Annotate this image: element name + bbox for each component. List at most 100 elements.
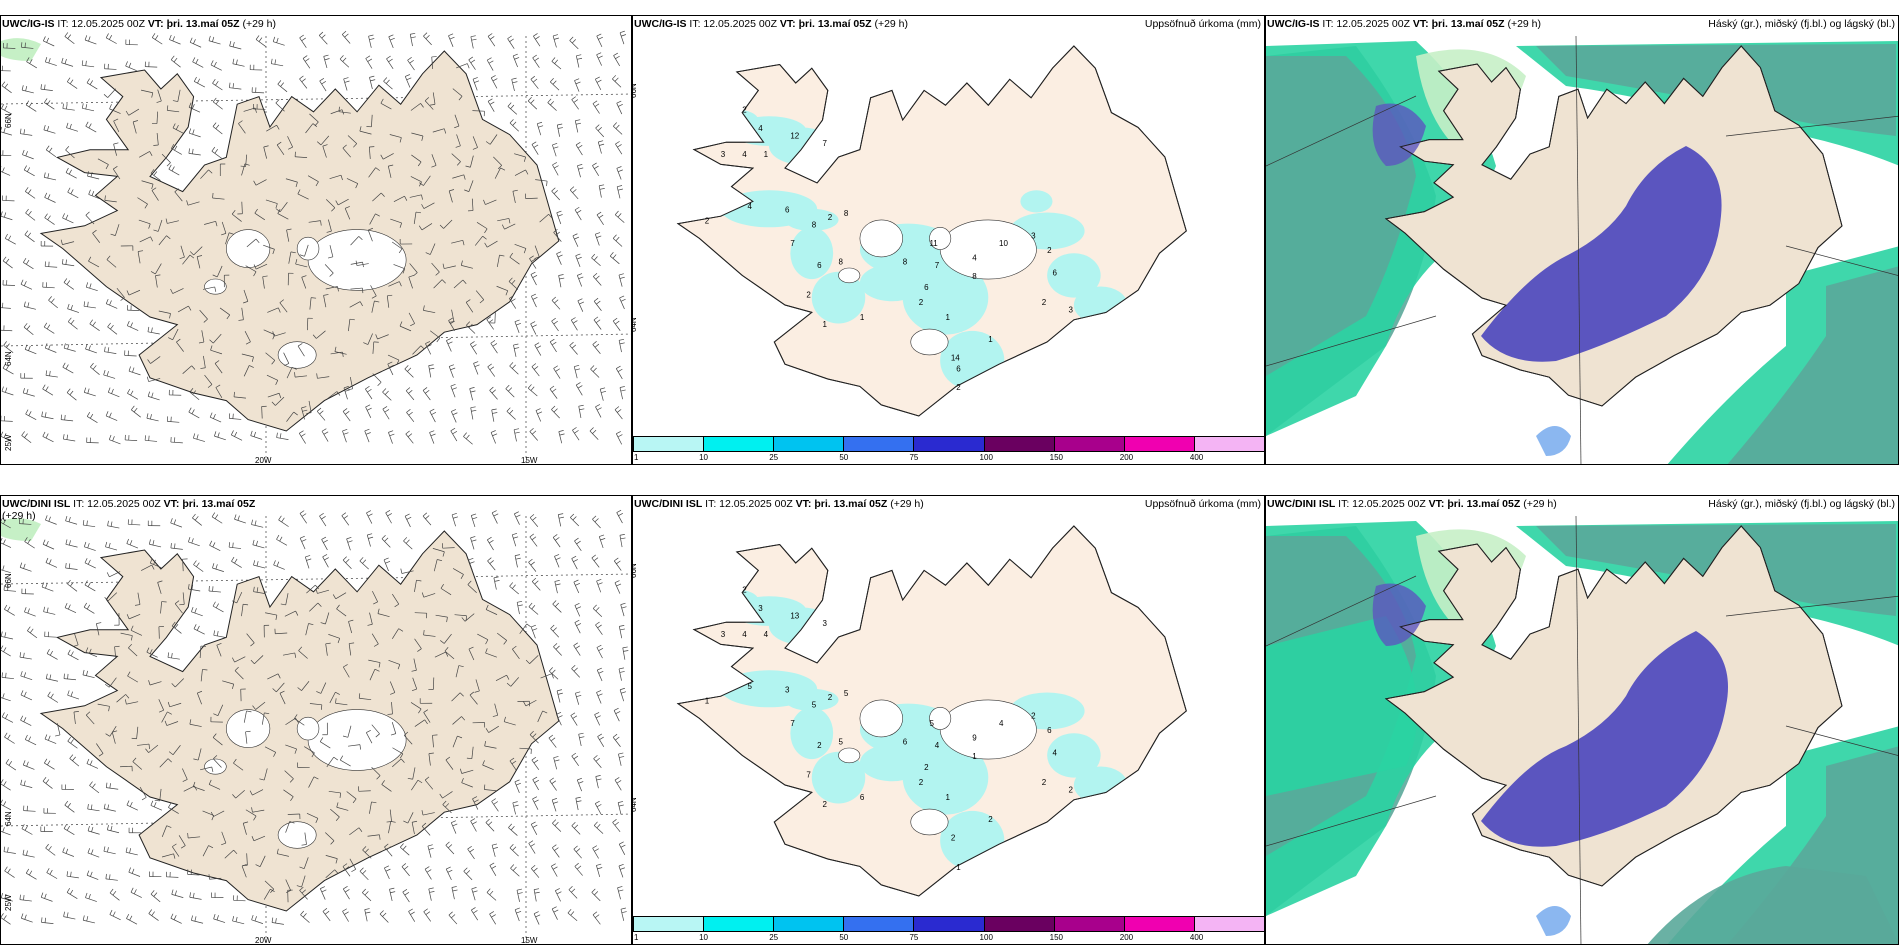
precip-value-label: 1 <box>988 335 993 344</box>
wind-barb <box>408 275 414 289</box>
wind-barb <box>63 824 75 835</box>
wind-barb <box>1 166 11 176</box>
wind-barb <box>168 802 179 814</box>
wind-barb <box>597 733 605 748</box>
wind-barb <box>312 330 326 339</box>
precip-value-label: 2 <box>1069 785 1074 794</box>
wind-barb <box>574 537 582 552</box>
wind-barb <box>512 189 518 204</box>
precip-blob <box>902 260 989 335</box>
glacier-area <box>939 699 1037 760</box>
wind-barb <box>425 243 436 255</box>
wind-barb <box>212 78 223 91</box>
low-cloud-patch <box>1 518 41 541</box>
wind-barb <box>20 279 33 290</box>
wind-barb <box>245 730 251 744</box>
wind-barb <box>484 240 498 248</box>
wind-barb <box>241 603 249 617</box>
wind-barb <box>245 265 257 277</box>
wind-map-panel-bottom: UWC/DINI ISL IT: 12.05.2025 00Z VT: þri.… <box>0 495 632 945</box>
low-cloud-patch <box>1 38 41 61</box>
wind-barb <box>238 307 244 321</box>
wind-barb <box>359 867 369 881</box>
wind-barb <box>265 199 278 209</box>
colorbar-segment <box>983 916 1055 932</box>
wind-barb <box>84 580 96 592</box>
wind-barb <box>391 758 405 768</box>
precip-value-label: 7 <box>790 719 795 728</box>
colorbar-segment <box>1123 916 1195 932</box>
wind-barb <box>370 285 377 299</box>
wind-barb <box>229 82 242 90</box>
wind-barb <box>130 405 141 418</box>
wind-barb <box>591 253 601 267</box>
wind-barb <box>431 262 440 276</box>
wind-barb <box>148 909 159 921</box>
wind-barb <box>467 845 475 860</box>
wind-barb <box>114 645 120 659</box>
wind-barb <box>259 768 268 781</box>
wind-barb <box>124 699 139 705</box>
precip-value-label: 4 <box>1053 748 1058 757</box>
precip-value-label: 8 <box>903 257 908 266</box>
wind-barb <box>596 667 604 682</box>
wind-barb <box>65 146 75 159</box>
wind-barb <box>127 388 139 400</box>
high-cloud-area <box>1372 103 1426 166</box>
wind-barb <box>618 667 625 681</box>
wind-barb <box>150 800 163 811</box>
colorbar-segment <box>843 916 915 932</box>
wind-barb <box>273 560 285 570</box>
wind-barb <box>369 75 376 90</box>
precip-blob <box>1047 733 1101 778</box>
wind-barb <box>364 908 371 922</box>
wind-barb <box>575 141 583 156</box>
wind-barb <box>558 274 565 288</box>
wind-barb <box>433 559 443 572</box>
glacier-area <box>859 699 904 738</box>
wind-barb <box>322 722 328 736</box>
wind-barb <box>534 245 540 259</box>
wind-barb <box>174 600 183 614</box>
wind-barb <box>221 831 227 846</box>
wind-barb <box>477 633 489 645</box>
wind-barb <box>309 297 317 310</box>
wind-barb <box>189 719 202 727</box>
wind-barb <box>371 766 381 780</box>
wind-barb <box>618 273 625 287</box>
wind-barb <box>592 341 601 354</box>
wind-barb <box>324 264 334 277</box>
wind-barb <box>42 282 55 289</box>
wind-barb <box>295 259 308 268</box>
lat-label-66: 66N <box>632 83 638 98</box>
wind-barb <box>512 801 519 815</box>
wind-barb <box>403 731 413 745</box>
wind-barb <box>503 716 516 726</box>
wind-barb <box>322 908 331 922</box>
lat-label-66: 66N <box>4 113 13 128</box>
wind-barb <box>202 845 214 857</box>
wind-barb <box>242 821 249 835</box>
cloud-map-panel-bottom: UWC/DINI ISL IT: 12.05.2025 00Z VT: þri.… <box>1265 495 1899 945</box>
wind-barb <box>120 245 134 251</box>
wind-barb <box>45 370 58 378</box>
wind-barb <box>166 871 179 878</box>
wind-barb <box>327 245 334 259</box>
wind-barb <box>212 601 224 613</box>
wind-barb <box>549 667 559 680</box>
wind-barb <box>171 678 184 688</box>
wind-barb <box>170 913 182 924</box>
wind-barb <box>21 431 32 444</box>
wind-barb <box>300 910 310 923</box>
wind-barb <box>85 711 95 725</box>
wind-barb <box>616 166 623 180</box>
precip-map-panel-top: UWC/IG-IS IT: 12.05.2025 00Z VT: þri. 13… <box>632 15 1265 465</box>
wind-barb <box>475 290 485 304</box>
wind-barb <box>55 723 61 737</box>
wind-barb <box>536 121 544 136</box>
wind-barb <box>483 784 497 792</box>
wind-barb <box>514 779 521 794</box>
wind-barb <box>112 166 121 180</box>
wind-barb <box>150 890 161 903</box>
wind-barb <box>265 612 278 621</box>
